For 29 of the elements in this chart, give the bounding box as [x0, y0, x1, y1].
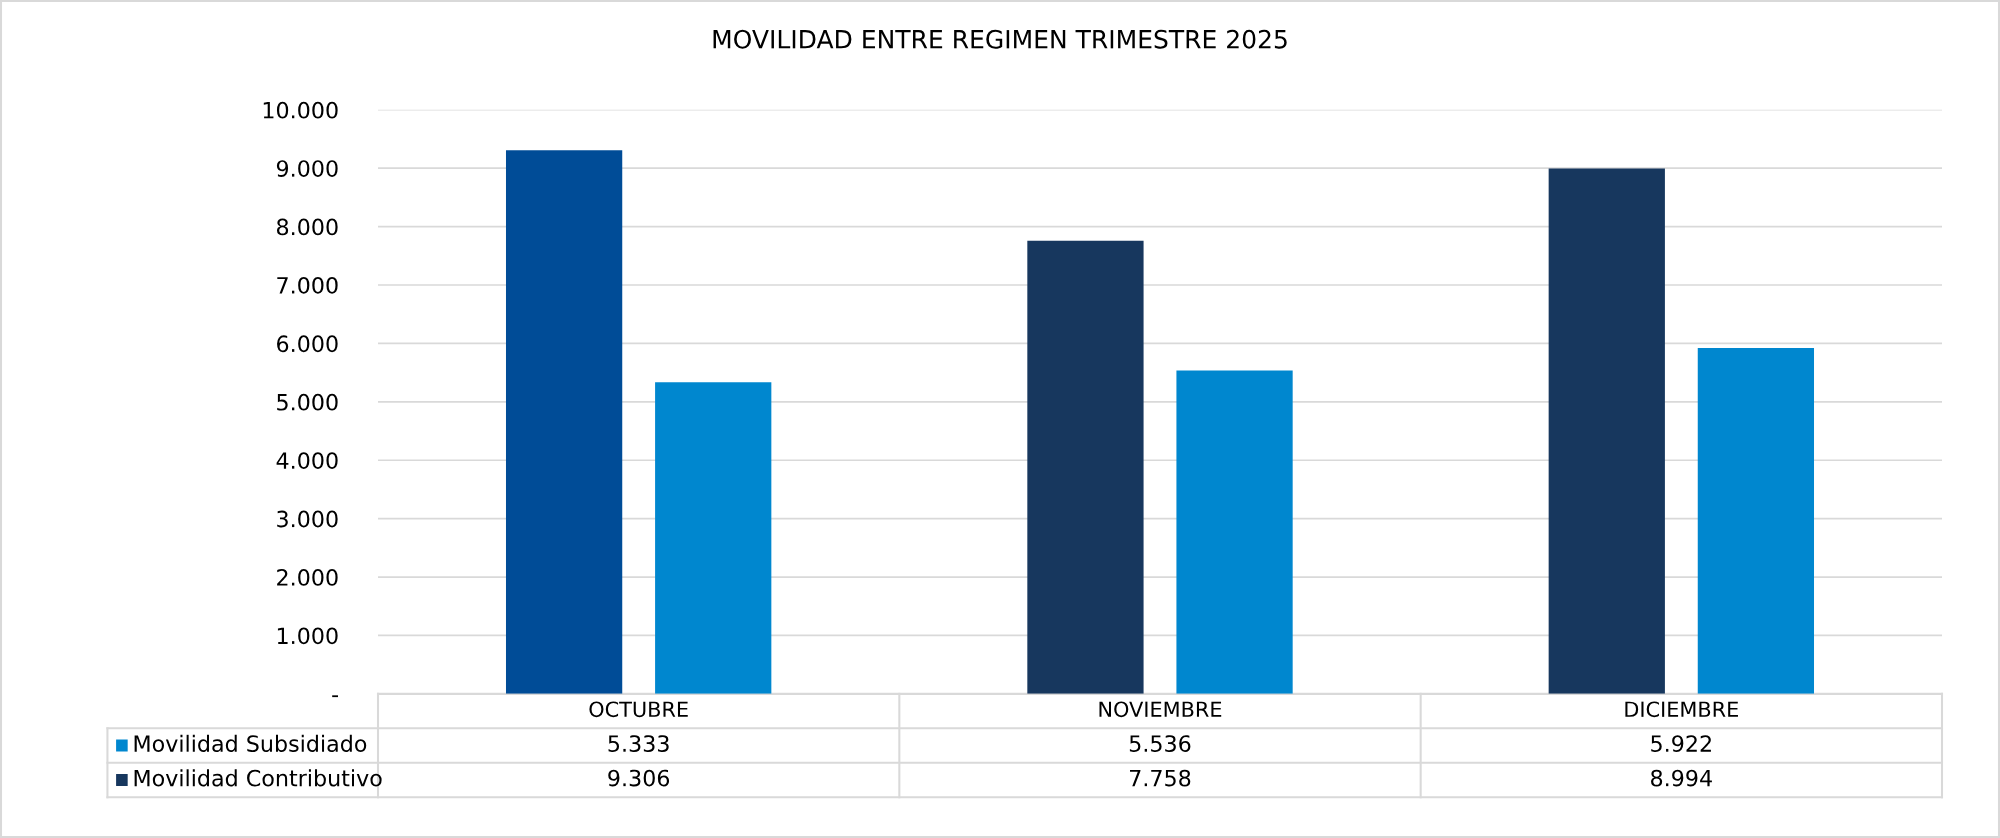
- legend-label: Movilidad Subsidiado: [134, 734, 367, 752]
- bar: [655, 382, 772, 694]
- data-label: 8.994: [1651, 769, 1712, 787]
- y-tick-label: 10.000: [263, 101, 338, 119]
- bar: [1027, 240, 1144, 694]
- data-label: 5.536: [1129, 735, 1191, 752]
- y-tick-label: 4.000: [276, 452, 338, 469]
- data-label: 5.922: [1651, 735, 1711, 752]
- x-tick-label: NOVIEMBRE: [1099, 701, 1222, 718]
- bar: [1176, 370, 1293, 694]
- bar: [1697, 347, 1815, 694]
- data-label: 9.306: [608, 769, 670, 787]
- bar: [505, 150, 623, 694]
- y-tick-label: 7.000: [277, 276, 338, 294]
- data-label: 5.333: [608, 735, 669, 752]
- y-tick-label: 1.000: [277, 627, 338, 645]
- y-tick-label: 5.000: [277, 393, 338, 411]
- y-tick-label: 9.000: [276, 160, 338, 177]
- x-tick-label: OCTUBRE: [589, 701, 688, 718]
- chart-title: MOVILIDAD ENTRE REGIMEN TRIMESTRE 2025: [713, 29, 1287, 49]
- bar: [1548, 168, 1665, 694]
- y-tick-label: 8.000: [277, 218, 338, 236]
- y-tick-label: 2.000: [277, 569, 338, 586]
- y-tick-label: -: [332, 695, 339, 698]
- data-label: 7.758: [1130, 769, 1191, 787]
- y-tick-label: 3.000: [277, 510, 338, 528]
- x-tick-label: DICIEMBRE: [1625, 701, 1738, 718]
- y-tick-label: 6.000: [277, 335, 338, 353]
- legend-label: Movilidad Contributivo: [134, 769, 382, 787]
